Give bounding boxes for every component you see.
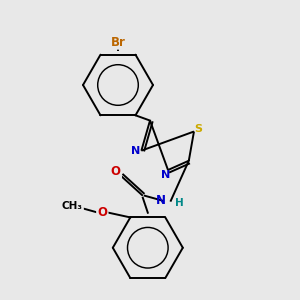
Text: O: O — [97, 206, 107, 219]
Text: N: N — [161, 170, 171, 180]
Text: N: N — [131, 146, 140, 156]
Text: CH₃: CH₃ — [62, 201, 83, 212]
Text: N: N — [156, 194, 166, 207]
Text: O: O — [111, 165, 121, 178]
Text: Br: Br — [111, 35, 125, 49]
Text: H: H — [175, 198, 184, 208]
Text: S: S — [194, 124, 202, 134]
